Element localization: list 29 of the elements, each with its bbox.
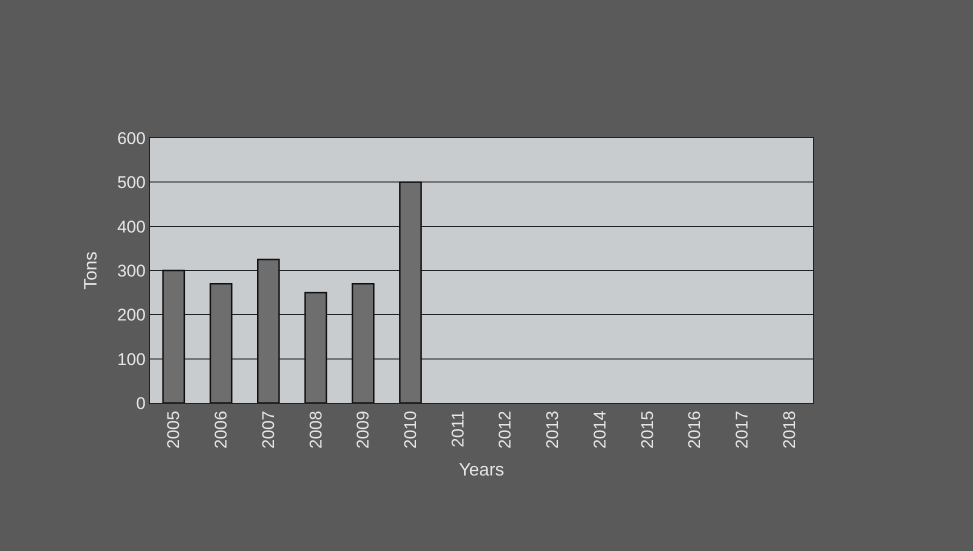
x-tick-label: 2012 [496, 410, 515, 449]
bar [210, 283, 232, 403]
y-tick-label: 100 [117, 350, 146, 369]
y-axis-title: Tons [80, 251, 100, 290]
x-tick-label: 2015 [638, 410, 657, 449]
x-tick-label: 2014 [590, 410, 610, 449]
y-tick-label: 400 [117, 217, 146, 236]
x-tick-label: 2008 [306, 410, 326, 449]
bar [256, 258, 280, 403]
x-tick-label: 2010 [400, 410, 420, 449]
bar [352, 283, 375, 403]
y-tick-label: 500 [117, 173, 146, 192]
x-tick-label: 2005 [164, 410, 184, 449]
x-tick-label: 2006 [212, 410, 231, 449]
x-tick-label: 2009 [354, 410, 373, 449]
x-tick-label: 2013 [543, 410, 562, 449]
x-tick-label: 2017 [732, 410, 752, 449]
y-tick-label: 200 [117, 306, 146, 325]
x-axis-title: Years [458, 460, 504, 480]
bar [304, 292, 328, 403]
bar [399, 181, 422, 403]
x-tick-label: 2018 [780, 410, 799, 449]
x-tick-label: 2011 [448, 410, 468, 448]
bar [162, 270, 186, 403]
x-tick-label: 2016 [685, 410, 704, 449]
y-tick-label: 300 [117, 261, 146, 280]
y-tick-label: 0 [136, 394, 146, 413]
y-tick-label: 600 [117, 128, 146, 148]
x-tick-label: 2007 [258, 410, 278, 449]
